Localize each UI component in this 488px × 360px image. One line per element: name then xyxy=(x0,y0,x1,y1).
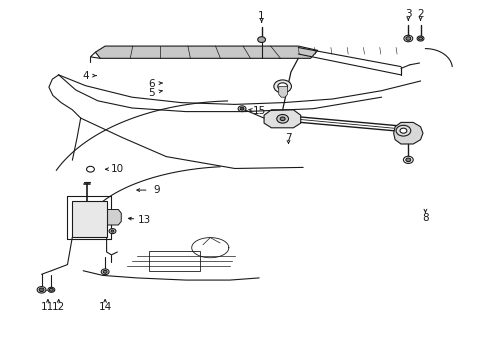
Circle shape xyxy=(103,270,107,273)
Text: 8: 8 xyxy=(421,213,428,223)
Bar xyxy=(149,251,200,271)
Text: 9: 9 xyxy=(153,185,160,195)
Text: 7: 7 xyxy=(285,132,291,143)
Circle shape xyxy=(86,166,94,172)
Circle shape xyxy=(101,269,109,275)
Text: 12: 12 xyxy=(52,302,65,312)
Text: 13: 13 xyxy=(137,215,151,225)
Text: 2: 2 xyxy=(416,9,423,19)
Text: 11: 11 xyxy=(41,302,55,312)
Circle shape xyxy=(240,107,244,110)
Circle shape xyxy=(273,80,291,93)
Circle shape xyxy=(111,230,114,232)
Circle shape xyxy=(405,37,410,40)
Circle shape xyxy=(109,229,116,234)
Circle shape xyxy=(280,117,285,121)
Text: 3: 3 xyxy=(404,9,411,19)
Circle shape xyxy=(399,128,406,133)
Polygon shape xyxy=(278,86,287,97)
Circle shape xyxy=(276,114,288,123)
Circle shape xyxy=(39,288,44,292)
Circle shape xyxy=(48,287,55,292)
Text: 10: 10 xyxy=(111,164,123,174)
Polygon shape xyxy=(72,201,106,237)
Polygon shape xyxy=(393,122,422,144)
Circle shape xyxy=(403,156,412,163)
Text: 4: 4 xyxy=(82,71,89,81)
Circle shape xyxy=(395,125,410,136)
Text: 5: 5 xyxy=(148,88,155,98)
Circle shape xyxy=(238,106,245,112)
Circle shape xyxy=(418,37,422,40)
Circle shape xyxy=(403,35,412,42)
Text: 1: 1 xyxy=(258,11,264,21)
Circle shape xyxy=(49,288,53,291)
Polygon shape xyxy=(264,110,300,128)
Circle shape xyxy=(107,215,115,221)
Text: 6: 6 xyxy=(148,78,155,89)
Circle shape xyxy=(257,37,265,42)
Polygon shape xyxy=(107,210,121,225)
Circle shape xyxy=(405,158,410,162)
Circle shape xyxy=(109,216,113,219)
Text: 15: 15 xyxy=(252,106,265,116)
Circle shape xyxy=(416,36,423,41)
Circle shape xyxy=(277,83,287,90)
Circle shape xyxy=(37,287,46,293)
Text: 14: 14 xyxy=(98,302,112,312)
Polygon shape xyxy=(95,46,317,58)
